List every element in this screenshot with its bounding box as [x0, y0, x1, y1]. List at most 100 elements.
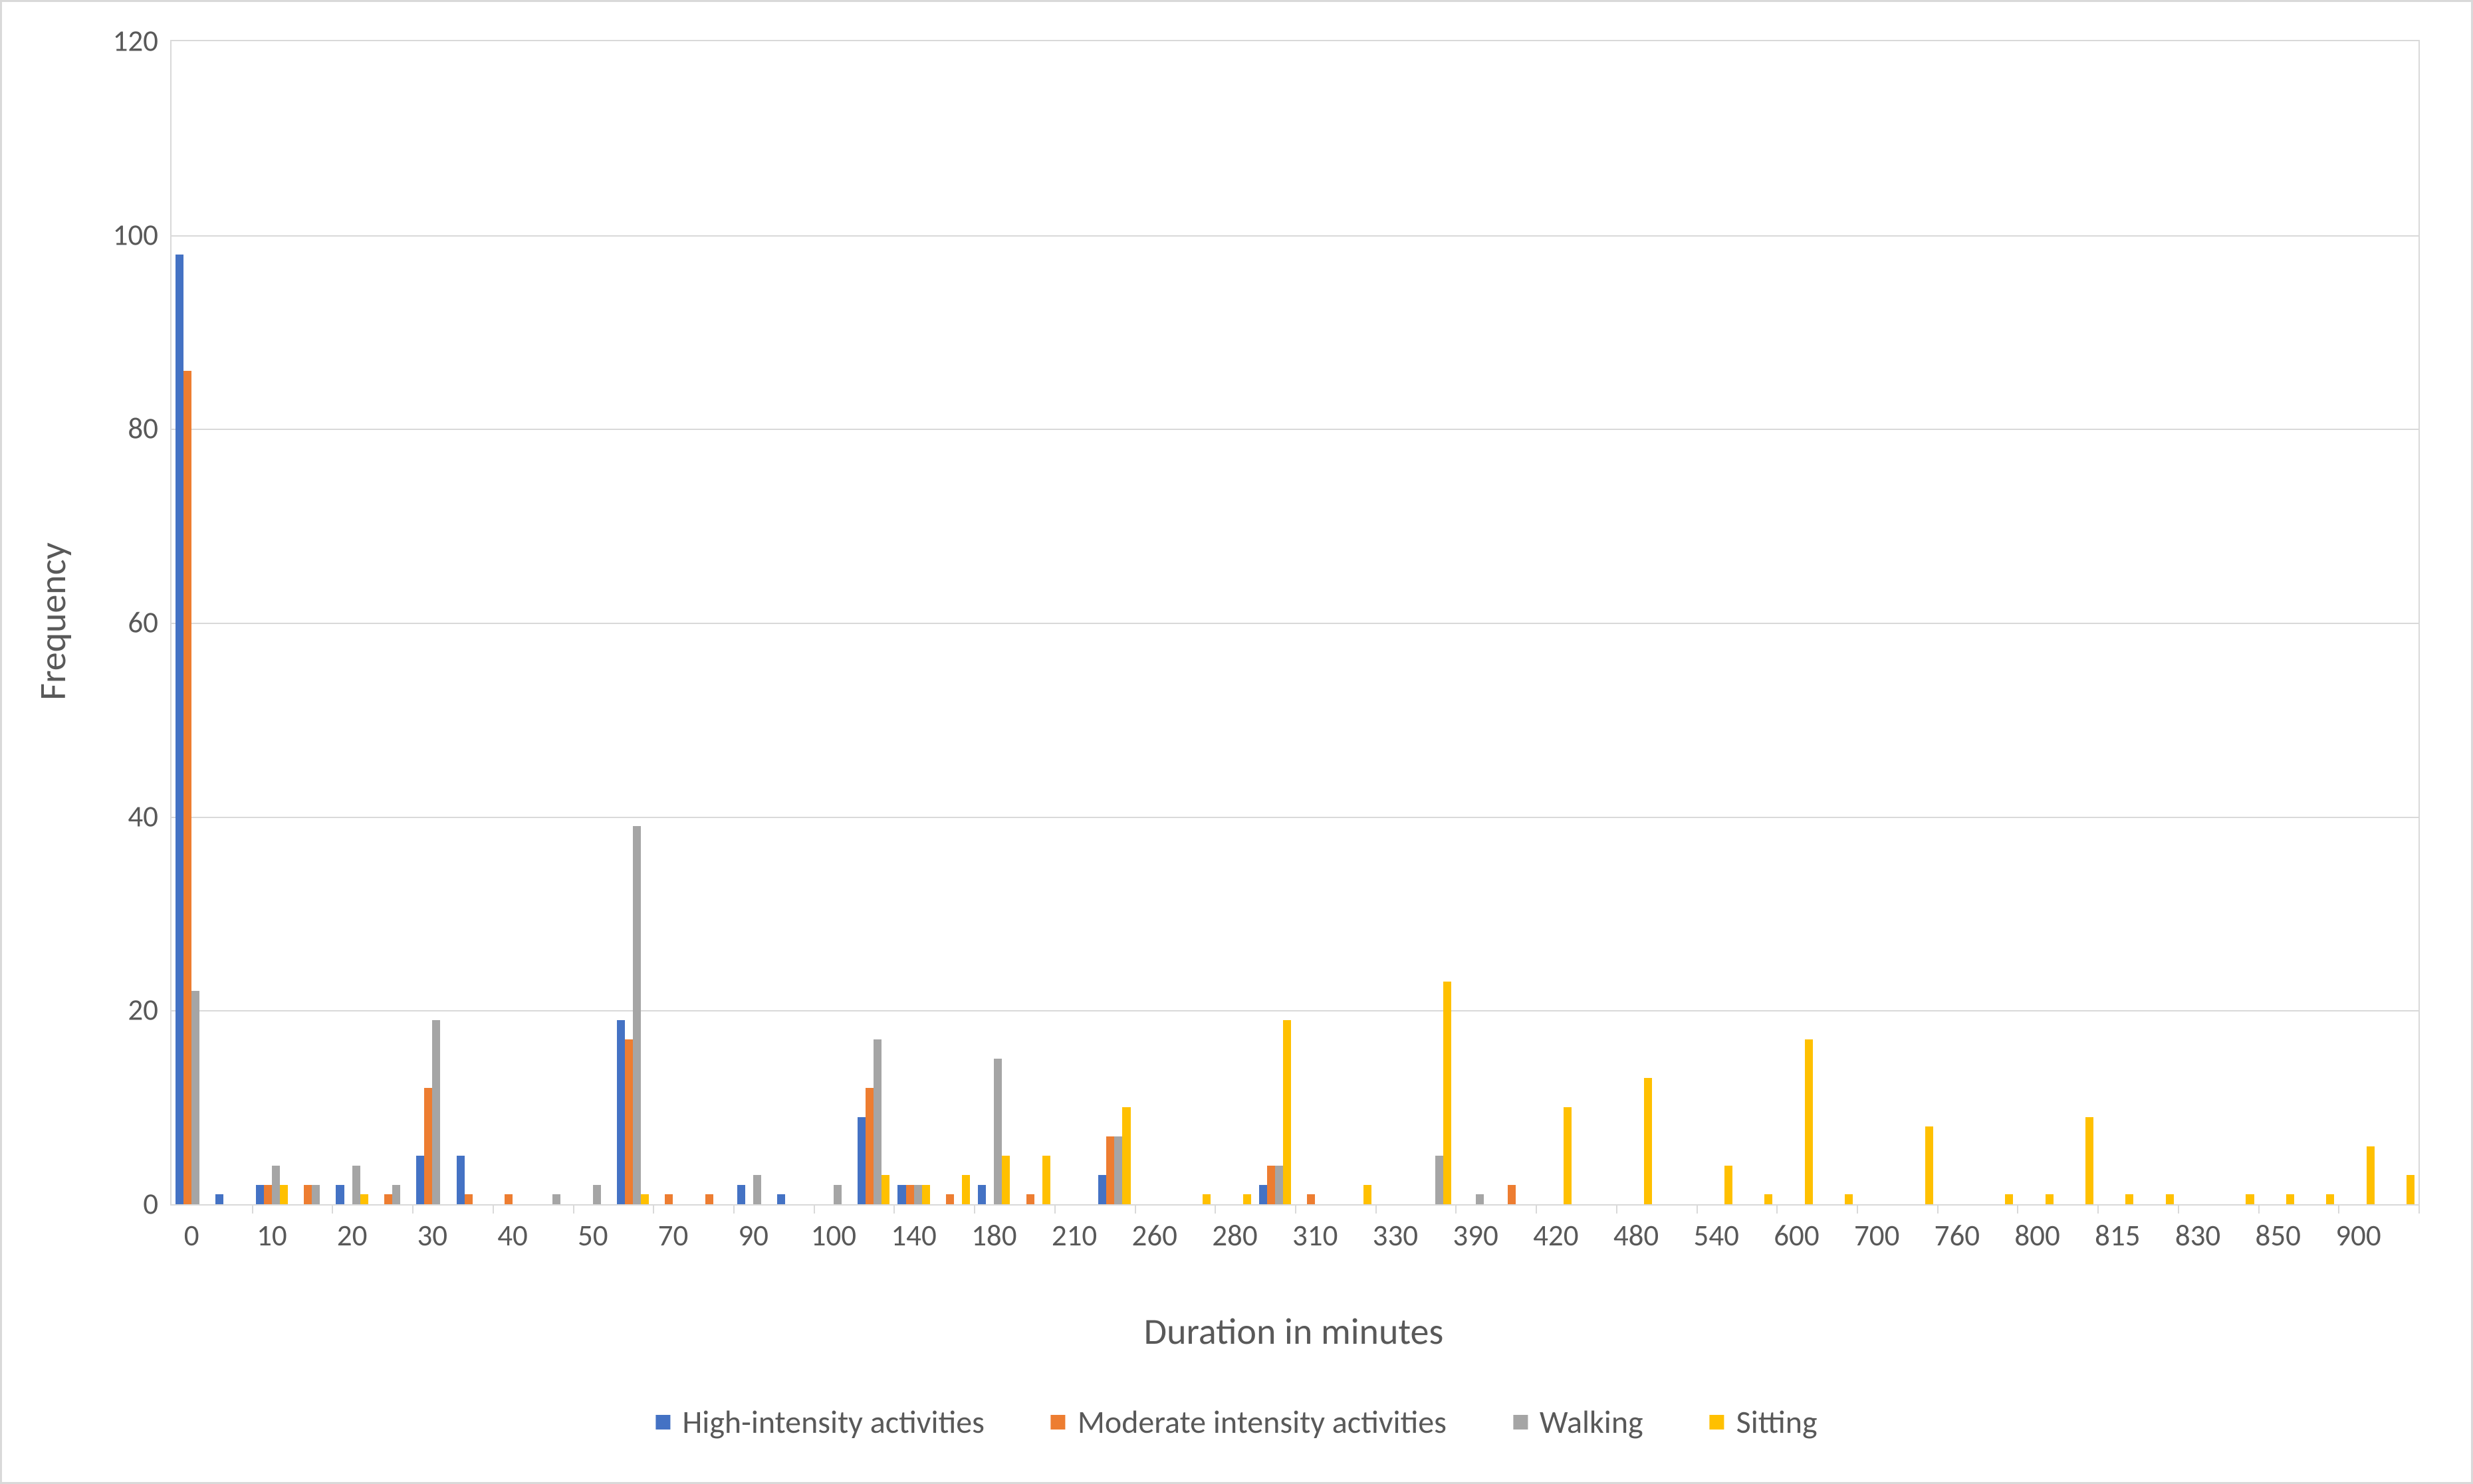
- bar: [1845, 1194, 1853, 1204]
- gridline: [172, 1010, 2418, 1011]
- x-tick-mark: [2178, 1204, 2179, 1214]
- bar: [946, 1194, 954, 1204]
- bar: [432, 1020, 440, 1204]
- bar: [256, 1185, 264, 1204]
- x-tick-label: 10: [257, 1204, 287, 1254]
- x-tick-mark: [2017, 1204, 2018, 1214]
- y-axis-title: Frequency: [31, 542, 76, 700]
- y-tick-label: 20: [128, 992, 172, 1029]
- bar: [2246, 1194, 2254, 1204]
- bar: [1026, 1194, 1034, 1204]
- bar: [914, 1185, 922, 1204]
- plot-area: 0204060801001200102030405070901001401802…: [170, 40, 2420, 1206]
- x-tick-mark: [733, 1204, 735, 1214]
- x-tick-mark: [1697, 1204, 1698, 1214]
- legend-label: Moderate intensity activities: [1078, 1402, 1447, 1441]
- legend-item: Walking: [1513, 1402, 1643, 1441]
- x-tick-mark: [1536, 1204, 1537, 1214]
- x-tick-label: 760: [1935, 1204, 1980, 1254]
- chart-container: 0204060801001200102030405070901001401802…: [0, 0, 2473, 1484]
- legend-item: Sitting: [1710, 1402, 1818, 1441]
- bar: [183, 371, 191, 1204]
- bar: [2407, 1175, 2414, 1204]
- x-tick-label: 50: [578, 1204, 608, 1254]
- bar: [1564, 1107, 1572, 1204]
- x-tick-label: 310: [1292, 1204, 1338, 1254]
- x-tick-label: 40: [497, 1204, 528, 1254]
- x-tick-mark: [1135, 1204, 1136, 1214]
- bar: [1363, 1185, 1371, 1204]
- x-tick-label: 330: [1373, 1204, 1418, 1254]
- x-tick-label: 420: [1533, 1204, 1578, 1254]
- gridline: [172, 817, 2418, 818]
- bar: [1275, 1166, 1283, 1204]
- bar: [1042, 1156, 1050, 1204]
- bar: [2046, 1194, 2054, 1204]
- x-tick-label: 90: [738, 1204, 768, 1254]
- x-tick-mark: [974, 1204, 975, 1214]
- x-axis-title: Duration in minutes: [1144, 1309, 1444, 1354]
- x-tick-label: 850: [2256, 1204, 2301, 1254]
- x-tick-mark: [1616, 1204, 1617, 1214]
- bar: [874, 1039, 882, 1204]
- x-tick-label: 210: [1052, 1204, 1097, 1254]
- bar: [1443, 982, 1451, 1204]
- bar: [1764, 1194, 1772, 1204]
- bar: [352, 1166, 360, 1204]
- x-tick-mark: [2338, 1204, 2339, 1214]
- bar: [1644, 1078, 1652, 1204]
- x-tick-mark: [573, 1204, 574, 1214]
- bar: [962, 1175, 970, 1204]
- x-tick-label: 540: [1694, 1204, 1739, 1254]
- x-tick-mark: [252, 1204, 253, 1214]
- x-tick-label: 280: [1212, 1204, 1257, 1254]
- x-tick-mark: [1776, 1204, 1778, 1214]
- x-tick-mark: [1215, 1204, 1216, 1214]
- x-tick-label: 900: [2335, 1204, 2381, 1254]
- bar: [215, 1194, 223, 1204]
- x-tick-label: 260: [1132, 1204, 1177, 1254]
- x-tick-mark: [2418, 1204, 2420, 1214]
- y-tick-label: 100: [113, 217, 172, 253]
- x-tick-label: 600: [1774, 1204, 1819, 1254]
- bar: [737, 1185, 745, 1204]
- legend-label: High-intensity activities: [682, 1402, 984, 1441]
- x-tick-mark: [1857, 1204, 1858, 1214]
- legend: High-intensity activities Moderate intens…: [655, 1402, 1817, 1441]
- bar: [1243, 1194, 1251, 1204]
- legend-swatch: [1710, 1415, 1724, 1430]
- bar: [1098, 1175, 1106, 1204]
- bar: [1267, 1166, 1275, 1204]
- bar: [2166, 1194, 2174, 1204]
- bar: [552, 1194, 560, 1204]
- bar: [1805, 1039, 1813, 1204]
- x-tick-label: 815: [2095, 1204, 2140, 1254]
- bar: [1508, 1185, 1516, 1204]
- bar: [1203, 1194, 1211, 1204]
- bar: [1925, 1126, 1933, 1204]
- gridline: [172, 623, 2418, 624]
- gridline: [172, 429, 2418, 430]
- bar: [304, 1185, 312, 1204]
- bar: [360, 1194, 368, 1204]
- legend-label: Sitting: [1736, 1402, 1818, 1441]
- bar: [1114, 1136, 1122, 1204]
- bar: [1476, 1194, 1484, 1204]
- y-tick-label: 60: [128, 605, 172, 641]
- y-tick-label: 40: [128, 798, 172, 835]
- x-tick-label: 0: [184, 1204, 199, 1254]
- bar: [617, 1020, 625, 1204]
- x-tick-mark: [493, 1204, 494, 1214]
- bar: [978, 1185, 986, 1204]
- bar: [1122, 1107, 1130, 1204]
- bar: [922, 1185, 930, 1204]
- bar: [176, 255, 183, 1204]
- x-tick-mark: [1054, 1204, 1056, 1214]
- bar: [2085, 1117, 2093, 1204]
- bar: [994, 1059, 1002, 1204]
- bar: [392, 1185, 400, 1204]
- bar: [280, 1185, 288, 1204]
- bar: [593, 1185, 601, 1204]
- legend-swatch: [1051, 1415, 1066, 1430]
- legend-item: High-intensity activities: [655, 1402, 984, 1441]
